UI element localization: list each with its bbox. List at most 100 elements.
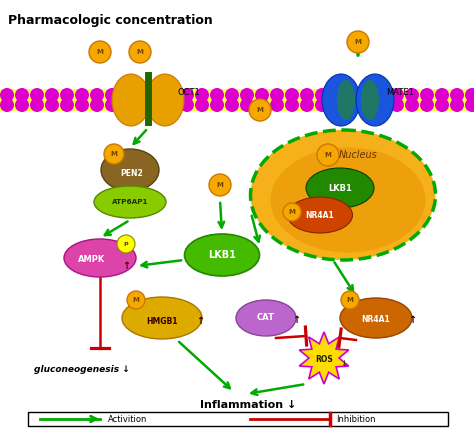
Circle shape: [180, 88, 194, 102]
Circle shape: [315, 98, 329, 112]
Circle shape: [165, 98, 179, 112]
Ellipse shape: [184, 234, 259, 276]
Circle shape: [0, 98, 14, 112]
Circle shape: [105, 88, 119, 102]
Circle shape: [104, 144, 124, 164]
Circle shape: [270, 88, 284, 102]
Circle shape: [209, 174, 231, 196]
Ellipse shape: [337, 80, 355, 120]
Text: NR4A1: NR4A1: [306, 211, 334, 220]
Text: CAT: CAT: [257, 313, 275, 323]
Text: M: M: [217, 182, 223, 188]
Circle shape: [345, 98, 359, 112]
Circle shape: [120, 98, 134, 112]
Circle shape: [210, 88, 224, 102]
Ellipse shape: [271, 148, 426, 253]
Ellipse shape: [356, 74, 394, 126]
Circle shape: [255, 98, 269, 112]
Circle shape: [135, 88, 149, 102]
Text: M: M: [289, 209, 295, 215]
Text: LKB1: LKB1: [328, 184, 352, 193]
Ellipse shape: [306, 168, 374, 208]
Ellipse shape: [146, 74, 184, 126]
Text: Inhibition: Inhibition: [336, 414, 375, 423]
Circle shape: [127, 291, 145, 309]
Text: OCT1: OCT1: [178, 87, 201, 96]
Circle shape: [150, 98, 164, 112]
Text: ROS: ROS: [315, 356, 333, 365]
Circle shape: [105, 98, 119, 112]
Circle shape: [285, 88, 299, 102]
Circle shape: [300, 98, 314, 112]
Circle shape: [165, 88, 179, 102]
Circle shape: [15, 88, 29, 102]
Text: MATE1: MATE1: [386, 87, 414, 96]
Circle shape: [345, 88, 359, 102]
Circle shape: [330, 98, 344, 112]
Text: NR4A1: NR4A1: [362, 315, 391, 324]
Circle shape: [75, 98, 89, 112]
Text: Inflammation ↓: Inflammation ↓: [200, 400, 296, 410]
Text: P: P: [124, 241, 128, 247]
Ellipse shape: [361, 80, 379, 120]
Circle shape: [465, 98, 474, 112]
Circle shape: [195, 88, 209, 102]
Circle shape: [375, 98, 389, 112]
Circle shape: [390, 88, 404, 102]
Ellipse shape: [288, 197, 353, 233]
Polygon shape: [299, 332, 349, 384]
Circle shape: [249, 99, 271, 121]
Ellipse shape: [112, 74, 150, 126]
Circle shape: [283, 203, 301, 221]
Bar: [0, 89, 474, 111]
Circle shape: [45, 98, 59, 112]
Circle shape: [300, 88, 314, 102]
Ellipse shape: [322, 74, 360, 126]
Text: AMPK: AMPK: [78, 255, 106, 264]
Text: LKB1: LKB1: [208, 250, 236, 260]
Text: M: M: [110, 151, 118, 157]
Text: M: M: [325, 152, 331, 158]
Circle shape: [285, 98, 299, 112]
Circle shape: [0, 88, 14, 102]
Circle shape: [90, 88, 104, 102]
Circle shape: [135, 98, 149, 112]
Circle shape: [210, 98, 224, 112]
Ellipse shape: [236, 300, 296, 336]
Ellipse shape: [94, 186, 166, 218]
Text: ↑: ↑: [292, 315, 300, 325]
Text: M: M: [137, 49, 144, 55]
Circle shape: [420, 88, 434, 102]
Ellipse shape: [101, 149, 159, 191]
Circle shape: [180, 98, 194, 112]
Circle shape: [89, 41, 111, 63]
Circle shape: [120, 88, 134, 102]
Circle shape: [360, 88, 374, 102]
Circle shape: [341, 291, 359, 309]
Text: Activition: Activition: [108, 414, 147, 423]
Text: ↑: ↑: [408, 315, 416, 325]
Circle shape: [405, 98, 419, 112]
Text: ↓: ↓: [340, 359, 347, 368]
Circle shape: [225, 88, 239, 102]
Circle shape: [30, 98, 44, 112]
Circle shape: [60, 88, 74, 102]
Text: Pharmacologic concentration: Pharmacologic concentration: [8, 14, 213, 27]
Circle shape: [270, 98, 284, 112]
Circle shape: [225, 98, 239, 112]
Text: ATP6AP1: ATP6AP1: [112, 199, 148, 205]
Text: ↑: ↑: [122, 261, 130, 271]
Circle shape: [15, 98, 29, 112]
Text: M: M: [355, 39, 362, 45]
Text: Nucleus: Nucleus: [338, 150, 377, 160]
Text: M: M: [346, 297, 354, 303]
Circle shape: [90, 98, 104, 112]
Bar: [28, 412, 448, 426]
Circle shape: [255, 88, 269, 102]
Text: ↑: ↑: [196, 316, 204, 326]
Circle shape: [240, 88, 254, 102]
Circle shape: [405, 88, 419, 102]
Ellipse shape: [340, 298, 412, 338]
Text: HMGB1: HMGB1: [146, 316, 178, 326]
Circle shape: [435, 88, 449, 102]
